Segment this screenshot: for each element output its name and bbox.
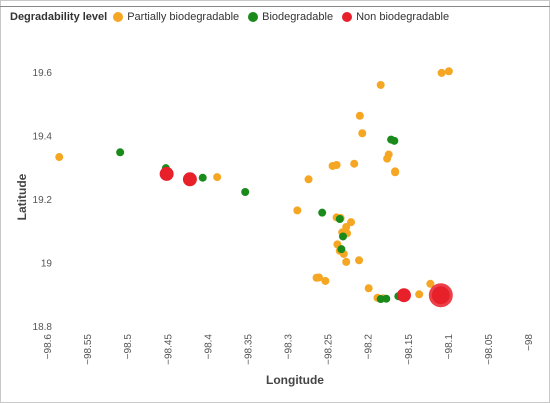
y-tick-label: 19.4 (33, 131, 53, 142)
data-point[interactable] (390, 136, 399, 145)
legend-dot-icon (113, 12, 124, 22)
data-point[interactable] (182, 172, 197, 187)
x-tick-label: −98 (524, 334, 535, 351)
data-point[interactable] (304, 175, 313, 184)
data-point[interactable] (437, 68, 446, 77)
legend-item-non-biodegradable[interactable]: Non biodegradable (342, 11, 449, 23)
x-tick-label: −98.25 (324, 334, 335, 365)
data-point[interactable] (382, 294, 391, 303)
x-tick-label: −98.45 (163, 334, 174, 365)
data-point[interactable] (116, 148, 125, 157)
x-tick-label: −98.3 (284, 334, 295, 360)
legend-dot-icon (248, 12, 259, 22)
data-point[interactable] (339, 232, 348, 241)
data-point[interactable] (332, 161, 341, 169)
top-divider (0, 6, 550, 7)
y-tick-label: 19 (41, 258, 53, 269)
x-tick-label: −98.1 (444, 334, 455, 360)
legend-label: Partially biodegradable (127, 11, 240, 23)
axes: −98.6 −98.55 −98.5 −98.45 −98.4 −98.35 −98.3 −9… (33, 68, 535, 365)
x-axis-title: Longitude (266, 373, 324, 387)
x-tick-label: −98.35 (243, 334, 254, 365)
data-point[interactable] (426, 279, 435, 288)
data-points (55, 67, 453, 308)
legend-label: Biodegradable (262, 11, 334, 23)
data-point[interactable] (364, 284, 373, 293)
x-tick-label: −98.5 (123, 334, 134, 360)
data-point[interactable] (383, 154, 392, 163)
data-point[interactable] (444, 67, 453, 76)
data-point[interactable] (159, 166, 174, 181)
y-tick-label: 18.8 (33, 322, 53, 333)
data-point[interactable] (293, 206, 302, 215)
x-tick-label: −98.4 (203, 334, 214, 360)
data-point[interactable] (431, 286, 450, 305)
data-point[interactable] (213, 173, 222, 182)
x-tick-label: −98.6 (43, 334, 54, 360)
x-tick-label: −98.55 (83, 334, 94, 365)
data-point[interactable] (396, 288, 411, 303)
x-tick-label: −98.2 (364, 334, 375, 360)
x-tick-label: −98.05 (484, 334, 495, 365)
data-point[interactable] (318, 208, 327, 217)
data-point[interactable] (241, 188, 250, 196)
data-point[interactable] (337, 245, 346, 254)
y-axis-title: Latitude (15, 173, 29, 220)
data-point[interactable] (312, 273, 321, 282)
x-tick-label: −98.15 (404, 334, 415, 365)
legend-label: Non biodegradable (356, 11, 450, 23)
data-point[interactable] (355, 256, 364, 265)
data-point[interactable] (376, 80, 385, 89)
data-point[interactable] (321, 276, 330, 285)
y-tick-label: 19.2 (33, 195, 53, 206)
data-point[interactable] (198, 173, 207, 182)
data-point[interactable] (347, 218, 356, 227)
y-tick-label: 19.6 (33, 68, 53, 79)
data-point[interactable] (391, 168, 400, 177)
data-point[interactable] (350, 159, 359, 168)
legend-item-partially-biodegradable[interactable]: Partially biodegradable (113, 11, 239, 23)
legend-title: Degradability level (10, 11, 108, 23)
data-point[interactable] (355, 111, 364, 120)
data-point[interactable] (415, 290, 424, 299)
data-point[interactable] (358, 129, 367, 138)
legend-item-biodegradable[interactable]: Biodegradable (248, 11, 333, 23)
data-point[interactable] (335, 215, 344, 223)
legend: Degradability level Partially biodegrada… (10, 11, 458, 23)
data-point[interactable] (342, 257, 351, 266)
data-point[interactable] (55, 153, 64, 162)
legend-dot-icon (342, 12, 353, 22)
